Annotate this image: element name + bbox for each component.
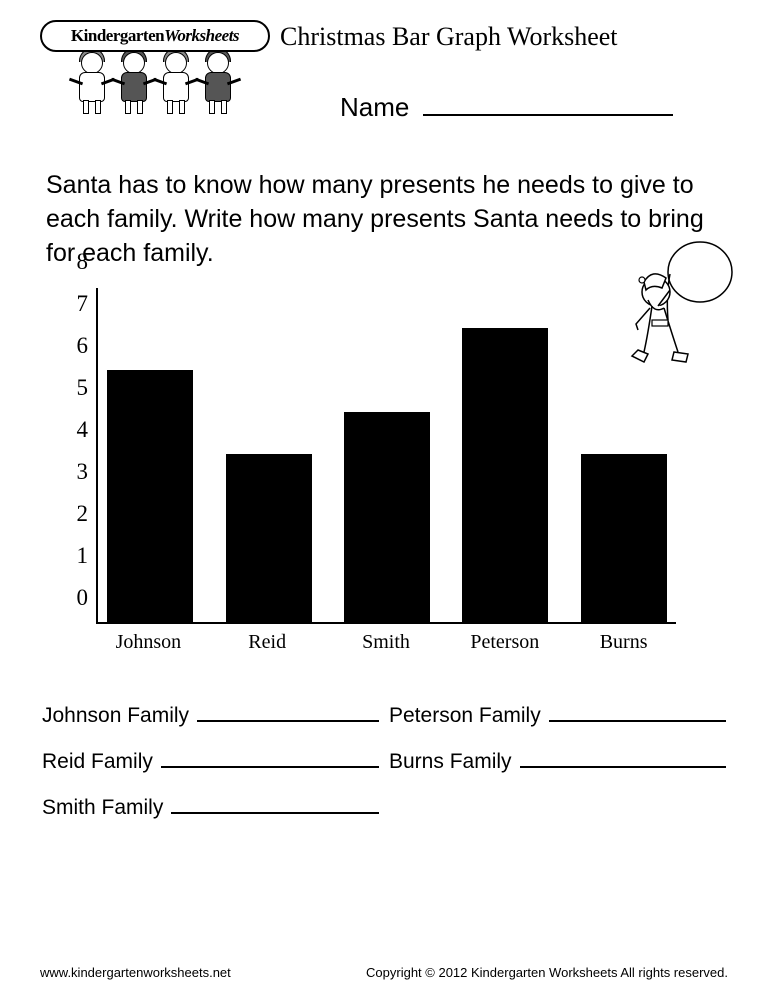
y-tick: 7: [77, 291, 89, 317]
answer-label: Peterson Family: [389, 704, 541, 728]
answer-label: Reid Family: [42, 750, 153, 774]
name-label: Name: [340, 92, 409, 123]
y-tick: 1: [77, 543, 89, 569]
answer-blank-line[interactable]: [520, 750, 726, 768]
bar-smith: [344, 412, 430, 622]
y-tick: 2: [77, 501, 89, 527]
y-tick: 6: [77, 333, 89, 359]
x-label: Reid: [221, 631, 314, 654]
footer-copyright: Copyright © 2012 Kindergarten Worksheets…: [366, 965, 728, 980]
logo-kids-illustration: [40, 46, 270, 114]
x-axis-labels: Johnson Reid Smith Peterson Burns: [96, 631, 676, 654]
answer-blank-line[interactable]: [197, 704, 379, 722]
bar-reid: [226, 454, 312, 622]
x-label: Johnson: [102, 631, 195, 654]
y-tick: 3: [77, 459, 89, 485]
name-blank-line[interactable]: [423, 92, 673, 116]
bar-johnson: [107, 370, 193, 622]
chart-plot-area: [96, 288, 676, 624]
bar-chart: 012345678 JohnsonReidSmithPetersonBurns: [40, 284, 728, 684]
answer-item: Peterson Family: [389, 704, 726, 728]
answer-blank-line[interactable]: [549, 704, 726, 722]
answer-item: Burns Family: [389, 750, 726, 774]
header: KindergartenWorksheets Christmas Bar Gra…: [40, 20, 728, 123]
answer-blanks-grid: Johnson Family Peterson Family Reid Family…: [40, 704, 728, 820]
site-logo: KindergartenWorksheets: [40, 20, 270, 114]
footer: www.kindergartenworksheets.net Copyright…: [40, 965, 728, 980]
y-tick: 0: [77, 585, 89, 611]
logo-text: KindergartenWorksheets: [40, 20, 270, 52]
bar-burns: [581, 454, 667, 622]
answer-item: Reid Family: [42, 750, 379, 774]
answer-label: Johnson Family: [42, 704, 189, 728]
bar-peterson: [462, 328, 548, 622]
worksheet-title: Christmas Bar Graph Worksheet: [280, 22, 728, 52]
answer-item: Johnson Family: [42, 704, 379, 728]
logo-word-2: Worksheets: [164, 26, 239, 45]
y-axis: 012345678: [68, 284, 96, 644]
x-label: Burns: [577, 631, 670, 654]
x-label: Smith: [340, 631, 433, 654]
name-field-row: Name: [340, 92, 728, 123]
answer-item: Smith Family: [42, 796, 379, 820]
logo-word-1: Kindergarten: [71, 26, 164, 45]
footer-url: www.kindergartenworksheets.net: [40, 965, 231, 980]
y-tick: 5: [77, 375, 89, 401]
x-label: Peterson: [458, 631, 551, 654]
y-tick: 8: [77, 249, 89, 275]
answer-label: Smith Family: [42, 796, 163, 820]
answer-label: Burns Family: [389, 750, 512, 774]
answer-blank-line[interactable]: [171, 796, 379, 814]
answer-blank-line[interactable]: [161, 750, 379, 768]
y-tick: 4: [77, 417, 89, 443]
